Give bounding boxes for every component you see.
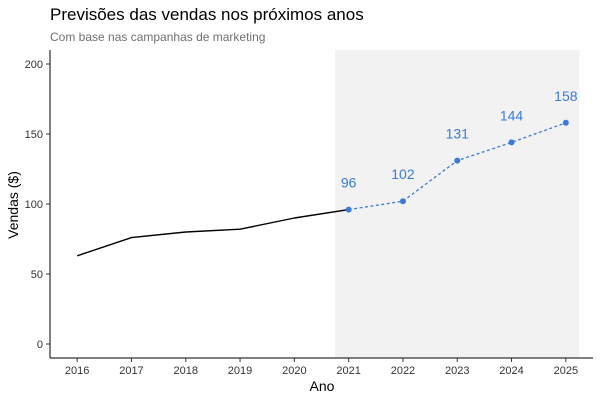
data-label: 158 — [554, 88, 578, 104]
forecast-point — [345, 206, 352, 213]
y-tick-label: 50 — [31, 269, 43, 281]
y-tick-label: 0 — [37, 339, 43, 351]
y-tick-label: 100 — [25, 199, 43, 211]
chart-title: Previsões das vendas nos próximos anos — [50, 5, 364, 24]
data-label: 144 — [500, 107, 524, 123]
x-tick-label: 2023 — [445, 365, 469, 377]
x-tick-label: 2016 — [65, 365, 89, 377]
forecast-region — [335, 50, 580, 358]
plot-area: 2016 2017 2018 2019 2020 2021 2022 2023 2024 2025… — [25, 50, 593, 377]
actual-line — [76, 208, 349, 257]
y-tick-label: 150 — [25, 129, 43, 141]
forecast-point — [454, 157, 461, 164]
data-label: 102 — [391, 166, 415, 182]
x-tick-label: 2020 — [282, 365, 306, 377]
y-tick-label: 200 — [25, 59, 43, 71]
x-tick-label: 2018 — [174, 365, 198, 377]
forecast-point — [508, 139, 515, 146]
data-label: 131 — [446, 126, 470, 142]
x-tick-label: 2021 — [336, 365, 360, 377]
forecast-point — [562, 119, 569, 126]
chart-subtitle: Com base nas campanhas de marketing — [50, 30, 265, 44]
x-tick-label: 2017 — [119, 365, 143, 377]
x-tick-label: 2022 — [391, 365, 415, 377]
data-label: 96 — [341, 175, 357, 191]
x-tick-label: 2025 — [554, 365, 578, 377]
x-tick-label: 2019 — [228, 365, 252, 377]
x-tick-label: 2024 — [499, 365, 523, 377]
y-axis-title: Vendas ($) — [5, 171, 21, 239]
forecast-point — [399, 198, 406, 205]
x-axis-title: Ano — [310, 378, 335, 394]
